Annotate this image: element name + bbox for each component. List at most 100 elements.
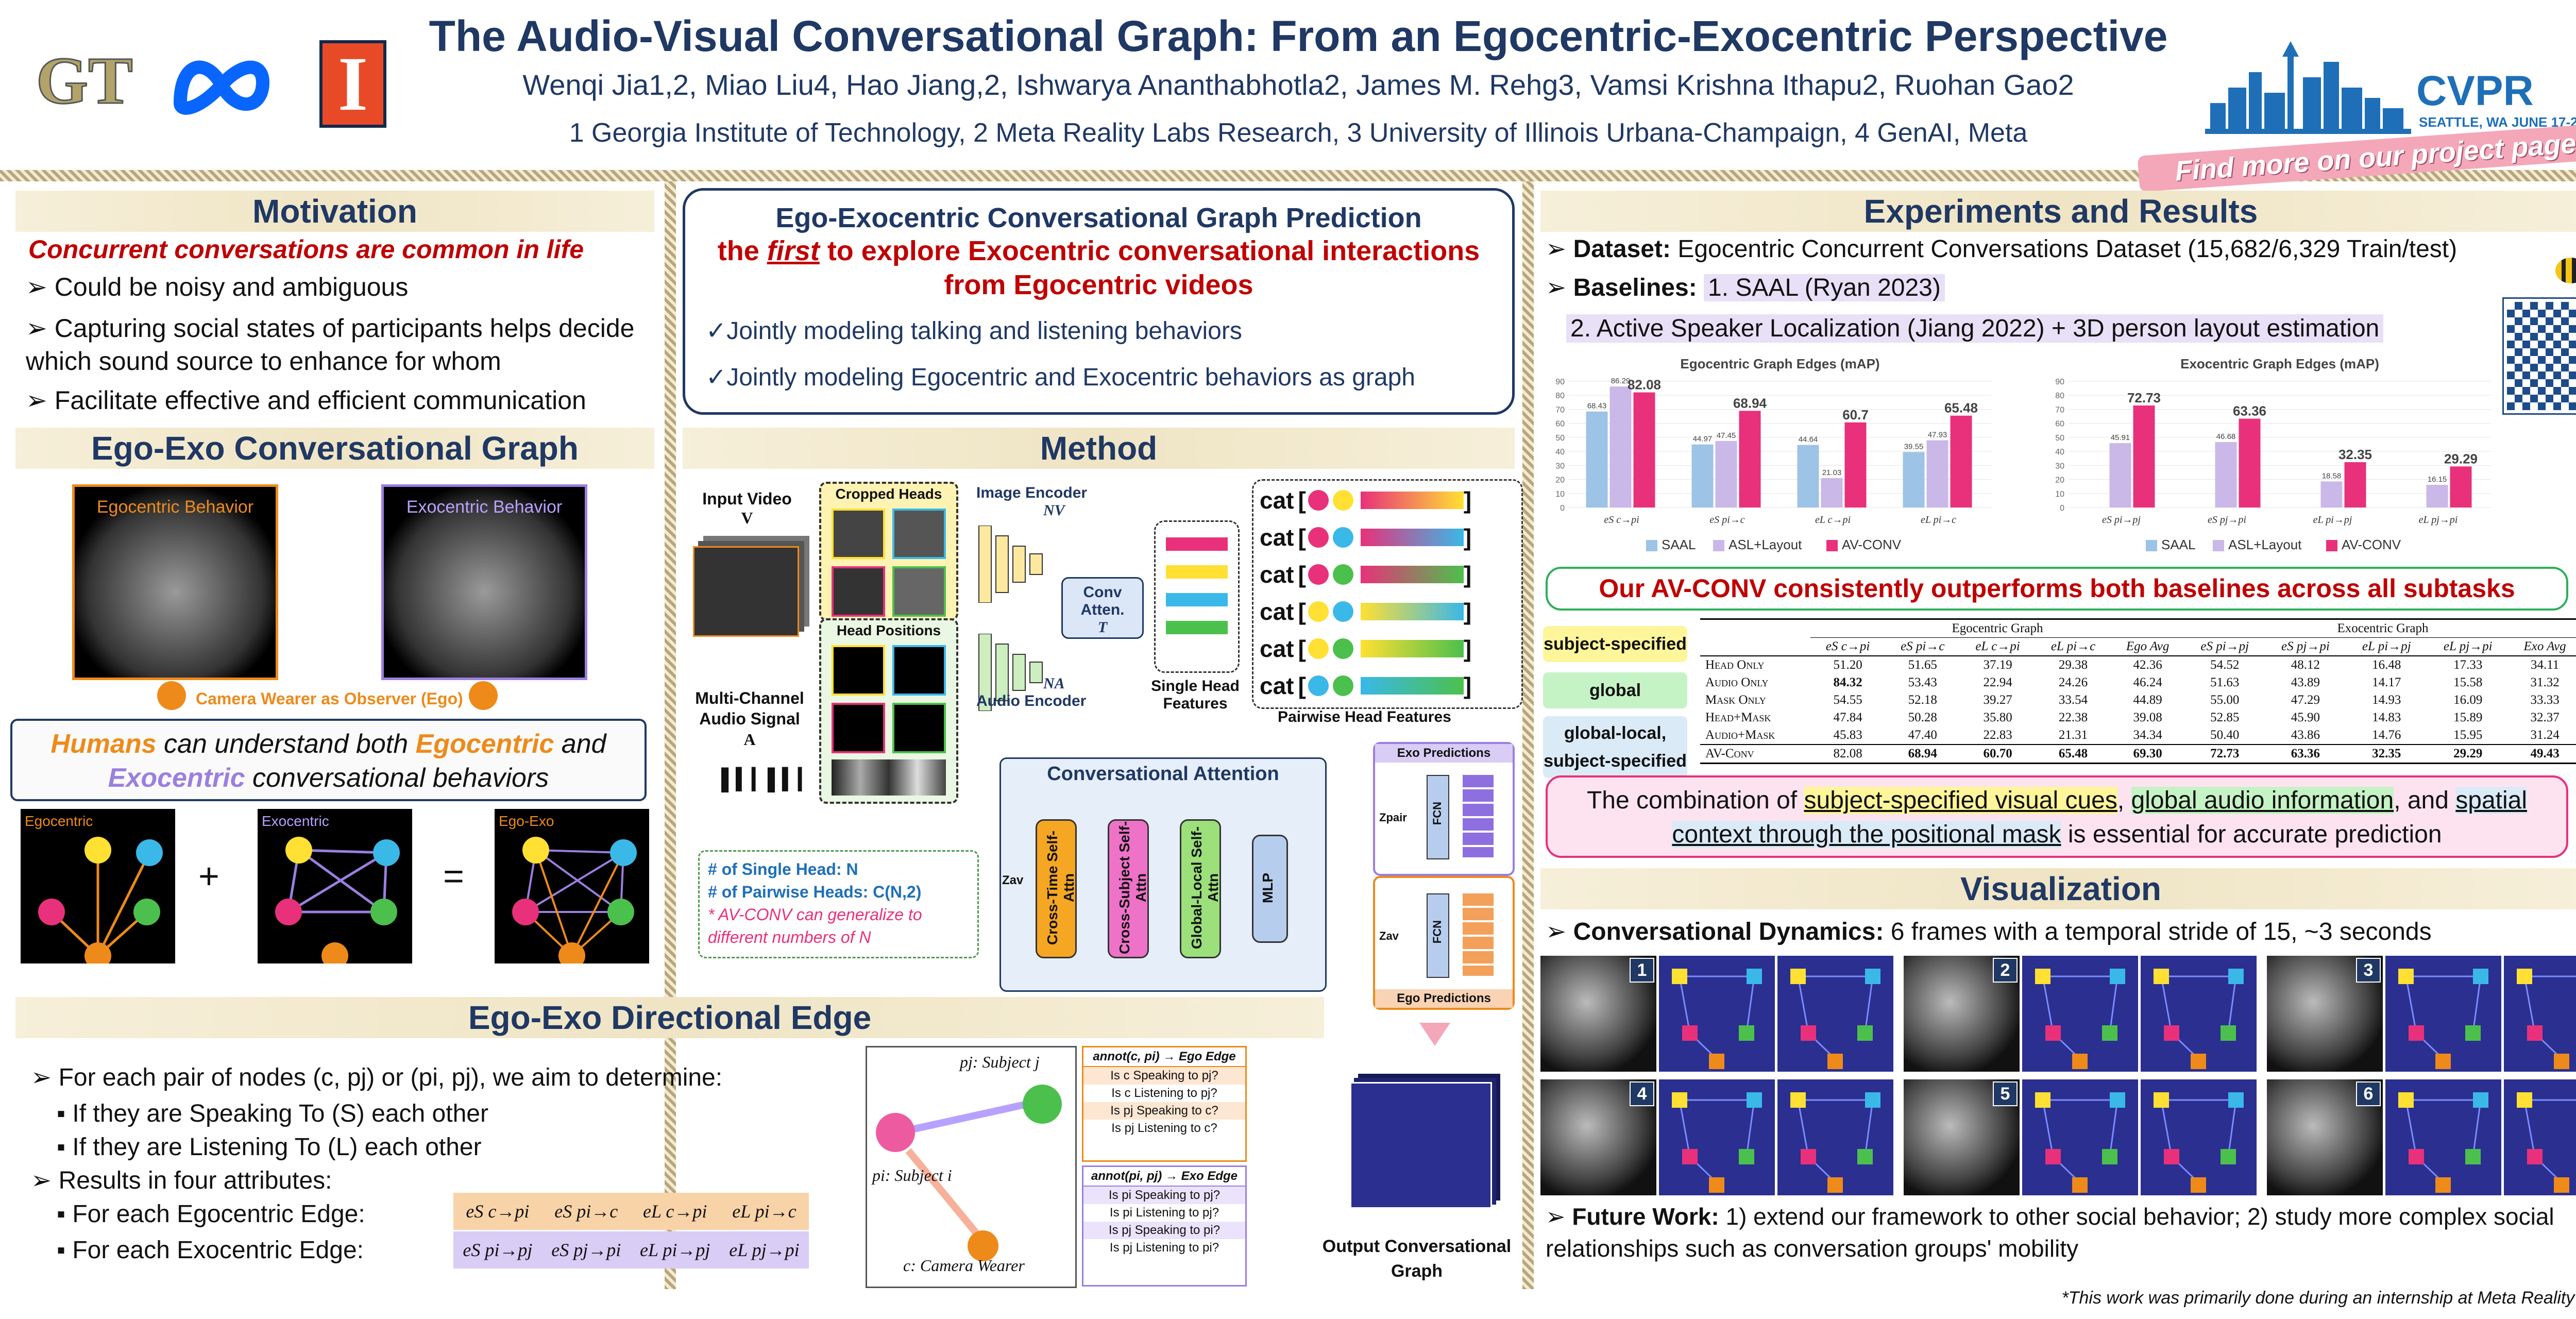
- method-heading: Method: [683, 428, 1515, 469]
- spectrogram: [832, 759, 946, 796]
- audio-signal-symbol: A: [743, 730, 756, 749]
- table-group-ego: Egocentric Graph: [1810, 619, 2184, 638]
- directional-sub-bullet: ▪ For each Exocentric Edge:: [57, 1237, 364, 1264]
- table-cell: 51.20: [1833, 658, 1862, 672]
- directional-bullet-text: Results in four attributes:: [58, 1167, 332, 1194]
- table-cell: 29.38: [2058, 658, 2088, 672]
- combo-text: The combination of: [1586, 787, 1804, 814]
- image-encoder-icon: [976, 525, 1048, 603]
- meta-logo: [165, 52, 278, 119]
- table-cell: 15.58: [2453, 675, 2483, 689]
- tag-global: global: [1543, 672, 1687, 708]
- table-cell: 45.83: [1833, 728, 1862, 742]
- vis-frame-graph: [1777, 1079, 1893, 1195]
- y-tick-label: 0: [2060, 504, 2064, 513]
- egocentric-behavior-image: Egocentric Behavior: [72, 484, 278, 680]
- legend-label: SAAL: [1662, 537, 1696, 552]
- experiments-heading: Experiments and Results: [1540, 191, 2576, 232]
- cat-label: cat: [1260, 561, 1294, 588]
- affiliations: 1 Georgia Institute of Technology, 2 Met…: [569, 118, 2028, 148]
- face-icon: [1332, 601, 1353, 622]
- egoexo-graph-heading: Ego-Exo Conversational Graph: [15, 428, 654, 469]
- exo-output-bars: [1463, 775, 1494, 857]
- bar-value-label: 18.58: [2322, 471, 2342, 480]
- table-cell: 84.32: [1833, 675, 1862, 689]
- output-label: Output Conversational Graph: [1322, 1237, 1512, 1281]
- column-divider-right: [1522, 181, 1534, 1289]
- baseline-1: 1. SAAL (Ryan 2023): [1704, 274, 1945, 301]
- cat-label: cat: [1260, 672, 1294, 699]
- visualization-grid: 1 2 3 4 5 6: [1540, 956, 2576, 1198]
- table-cell: 32.37: [2530, 711, 2560, 724]
- edge-attribute: eS c→pi: [466, 1201, 530, 1222]
- table-cell: 50.28: [1908, 711, 1937, 724]
- future-work-text: 1) extend our framework to other social …: [1546, 1203, 2554, 1262]
- table-row-name: Head Only: [1705, 658, 1765, 672]
- table-row-name: Mask Only: [1705, 693, 1766, 707]
- exo-question: Is pi Speaking to pj?: [1083, 1187, 1245, 1204]
- conv-atten-text: Conv Atten.: [1080, 584, 1125, 618]
- table-cell: 46.24: [2133, 675, 2162, 689]
- face-icon: [1332, 564, 1353, 585]
- bar: [1609, 386, 1632, 508]
- table-row: Audio+Mask 45.83 47.40 22.83 21.31 34.34 50.40…: [1700, 726, 2576, 745]
- vis-frame-graph: [1659, 1079, 1775, 1195]
- y-tick-label: 0: [1560, 504, 1565, 513]
- directional-sub-bullet: ▪ If they are Speaking To (S) each other: [57, 1100, 488, 1127]
- y-tick-label: 80: [2055, 392, 2064, 400]
- exo-edge-attributes: eS pi→pj eS pj→pi eL pi→pj eL pj→pi: [453, 1231, 809, 1269]
- exo-question: Is pj Speaking to pi?: [1083, 1222, 1245, 1239]
- observer-face-icon: [157, 681, 186, 710]
- vis-frame-number: 4: [1630, 1081, 1654, 1106]
- table-col-header: eL c→pi: [1975, 639, 2020, 653]
- table-cell: 22.83: [1983, 728, 2012, 742]
- vis-frame-graph: [1777, 956, 1893, 1072]
- author-list: Wenqi Jia1,2, Miao Liu4, Hao Jiang,2, Is…: [522, 69, 2074, 101]
- directional-bullet: ➢ For each pair of nodes (c, pj) or (pi,…: [31, 1064, 723, 1091]
- footnote: *This work was primarily done during an …: [2061, 1288, 2576, 1308]
- y-tick-label: 60: [2055, 420, 2064, 429]
- zpair-label: Zpair: [1379, 811, 1407, 824]
- output-graph-image: [1350, 1082, 1492, 1209]
- bar: [1633, 392, 1655, 508]
- table-cell: 14.83: [2372, 711, 2401, 724]
- motivation-lead: Concurrent conversations are common in l…: [28, 235, 584, 264]
- ego-question: Is pj Listening to c?: [1111, 1121, 1217, 1135]
- illinois-logo-text: I: [337, 41, 368, 127]
- ego-question: Is pj Speaking to c?: [1083, 1102, 1245, 1120]
- cvpr-text: CVPR: [2416, 67, 2534, 114]
- position-mask: [832, 703, 885, 753]
- table-row: Mask Only 54.55 52.18 39.27 33.54 44.89 55.00 4…: [1700, 691, 2576, 709]
- vis-frame-photo: 2: [1904, 956, 2020, 1072]
- qr-code-icon[interactable]: [2502, 297, 2576, 415]
- egoexo-graph: Ego-Exo: [495, 809, 649, 963]
- table-cell: 52.18: [1908, 693, 1937, 707]
- note-single-head: # of Single Head: N: [708, 860, 858, 878]
- motivation-bullet-text: Capturing social states of participants …: [26, 314, 635, 376]
- edge-attribute: eS pi→pj: [463, 1240, 533, 1260]
- vis-frame-graph: [2141, 956, 2257, 1072]
- equals-sign: =: [443, 856, 464, 896]
- table-cell: 51.65: [1908, 658, 1937, 672]
- table-cell: 82.08: [1833, 747, 1862, 760]
- table-cell: 14.76: [2372, 728, 2401, 742]
- bar-value-label: 68.94: [1733, 395, 1767, 411]
- face-icon: [1308, 490, 1329, 511]
- vis-frame-graph: [2022, 1079, 2138, 1195]
- table-row: Head+Mask 47.84 50.28 35.80 22.38 39.08 52.85 4…: [1700, 709, 2576, 726]
- input-video-frames: [693, 546, 799, 637]
- legend-swatch: [2326, 540, 2337, 551]
- exo-predictions-label: Exo Predictions: [1375, 744, 1513, 763]
- vis-frame-graph: [2504, 956, 2576, 1072]
- motivation-bullet-text: Could be noisy and ambiguous: [54, 273, 409, 301]
- table-row-name: AV-Conv: [1705, 747, 1754, 760]
- cvpr-place: SEATTLE, WA: [2419, 114, 2508, 130]
- center-box-check: ✓Jointly modeling Egocentric and Exocent…: [706, 364, 1415, 391]
- vis-frame-photo: 5: [1904, 1079, 2020, 1195]
- cat-label: cat: [1260, 598, 1294, 625]
- bar-value-label: 45.91: [2111, 433, 2130, 442]
- future-work: ➢ Future Work: 1) extend our framework t…: [1546, 1203, 2554, 1262]
- note-pairwise-heads: # of Pairwise Heads: C(N,2): [708, 883, 922, 901]
- dataset-line: ➢ Dataset: Egocentric Concurrent Convers…: [1546, 235, 2458, 263]
- bar-value-label: 16.15: [2428, 475, 2447, 484]
